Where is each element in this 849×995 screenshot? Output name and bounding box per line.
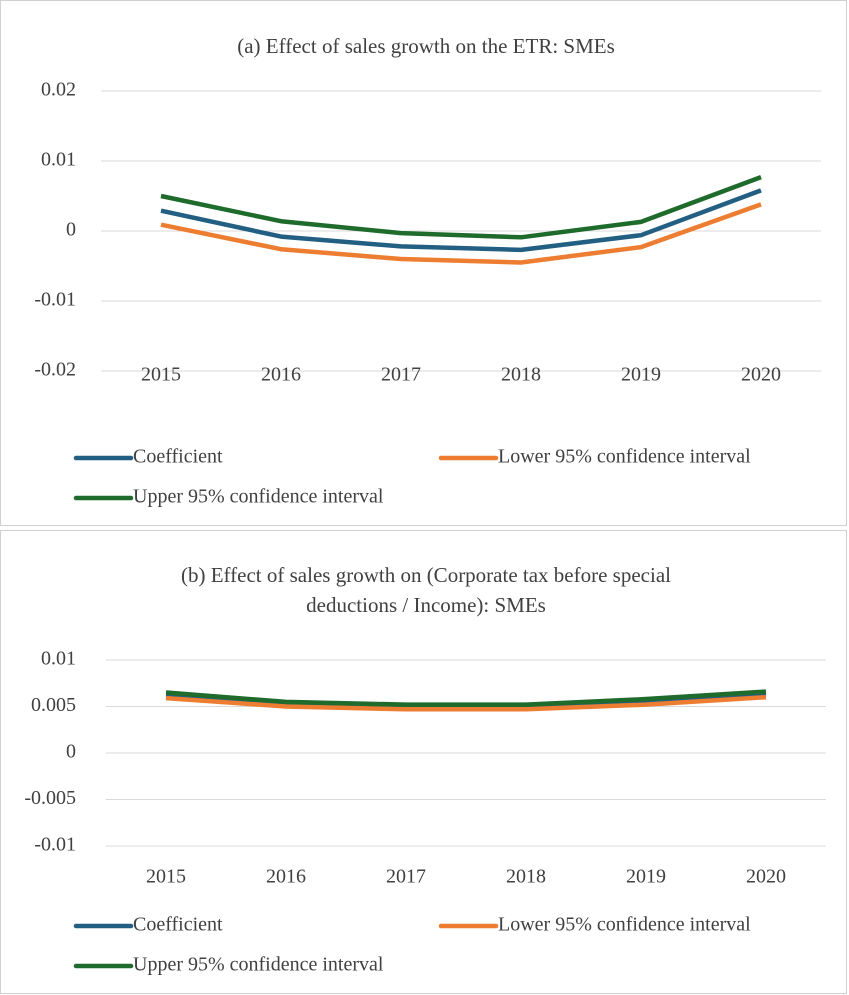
x-tick-label: 2019 (626, 866, 666, 888)
x-tick-label: 2015 (146, 866, 186, 888)
chart-title: (b) Effect of sales growth on (Corporate… (180, 563, 671, 617)
x-tick-label: 2019 (621, 364, 661, 386)
y-tick-label: -0.01 (34, 289, 76, 311)
x-tick-label: 2017 (381, 364, 421, 386)
legend-label: Upper 95% confidence interval (133, 954, 384, 976)
legend-label: Coefficient (133, 446, 223, 468)
series-line (160, 188, 762, 253)
x-tick-label: 2020 (746, 866, 786, 888)
legend-label: Coefficient (133, 914, 223, 936)
x-tick-label: 2016 (266, 866, 306, 888)
x-tick-label: 2018 (501, 364, 541, 386)
series-line (165, 689, 767, 707)
y-tick-label: -0.02 (34, 359, 76, 381)
x-tick-label: 2020 (741, 364, 781, 386)
chart: -0.01 -0.005 0 0.005 0.01 2015 2016 2017 2018 201… (24, 648, 826, 976)
y-tick-label: 0.02 (41, 79, 76, 101)
x-tick-label: 2015 (141, 364, 181, 386)
y-tick-label: 0 (66, 219, 76, 241)
y-tick-label: 0.01 (41, 149, 76, 171)
legend-label: Upper 95% confidence interval (133, 486, 384, 508)
y-tick-label: -0.01 (34, 834, 76, 856)
chart-panel: (a) Effect of sales growth on the ETR: S… (0, 0, 847, 526)
y-tick-label: 0.005 (31, 694, 76, 716)
series-line (160, 202, 762, 265)
x-tick-label: 2018 (506, 866, 546, 888)
y-tick-label: 0.01 (41, 648, 76, 670)
series-line (165, 694, 767, 712)
y-tick-label: 0 (66, 741, 76, 763)
chart: -0.02 -0.01 0 0.01 0.02 2015 2016 2017 2018 2019 2… (34, 79, 821, 508)
chart-panel: (b) Effect of sales growth on (Corporate… (0, 530, 847, 994)
series-line (160, 174, 762, 240)
legend-label: Lower 95% confidence interval (498, 446, 751, 468)
chart-title: (a) Effect of sales growth on the ETR: S… (237, 34, 615, 58)
x-tick-label: 2017 (386, 866, 426, 888)
x-tick-label: 2016 (261, 364, 301, 386)
y-tick-label: -0.005 (24, 787, 76, 809)
legend-label: Lower 95% confidence interval (498, 914, 751, 936)
